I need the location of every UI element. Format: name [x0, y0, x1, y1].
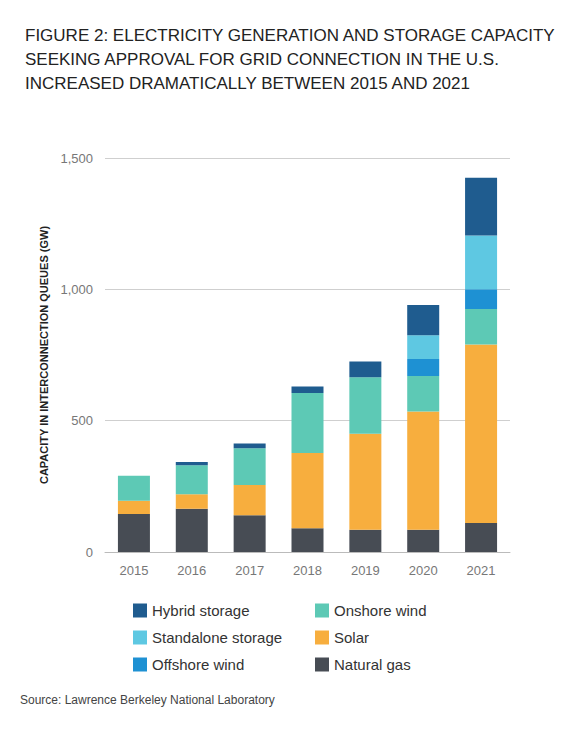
svg-text:Standalone storage: Standalone storage	[152, 629, 282, 646]
svg-text:FIGURE 2: ELECTRICITY GENERATI: FIGURE 2: ELECTRICITY GENERATION AND STO…	[25, 26, 559, 45]
svg-text:CAPACITY IN INTERCONNECTION QU: CAPACITY IN INTERCONNECTION QUEUES (GW)	[38, 226, 50, 484]
svg-text:2021: 2021	[467, 563, 496, 578]
svg-text:2015: 2015	[119, 563, 148, 578]
svg-text:Hybrid storage: Hybrid storage	[152, 602, 250, 619]
svg-text:INCREASED DRAMATICALLY BETWEEN: INCREASED DRAMATICALLY BETWEEN 2015 AND …	[25, 74, 470, 93]
svg-text:1,000: 1,000	[60, 282, 93, 297]
svg-text:Natural gas: Natural gas	[334, 656, 411, 673]
svg-text:2018: 2018	[293, 563, 322, 578]
svg-text:2019: 2019	[351, 563, 380, 578]
svg-text:0: 0	[86, 545, 93, 560]
svg-text:1,500: 1,500	[60, 151, 93, 166]
svg-text:Onshore wind: Onshore wind	[334, 602, 427, 619]
svg-text:SEEKING APPROVAL FOR GRID CONN: SEEKING APPROVAL FOR GRID CONNECTION IN …	[25, 50, 504, 69]
svg-text:Solar: Solar	[334, 629, 369, 646]
svg-text:500: 500	[71, 413, 93, 428]
svg-text:Source: Lawrence Berkeley Nati: Source: Lawrence Berkeley National Labor…	[20, 693, 275, 707]
svg-text:2016: 2016	[177, 563, 206, 578]
svg-text:2020: 2020	[409, 563, 438, 578]
svg-text:2017: 2017	[235, 563, 264, 578]
svg-text:Offshore wind: Offshore wind	[152, 656, 244, 673]
